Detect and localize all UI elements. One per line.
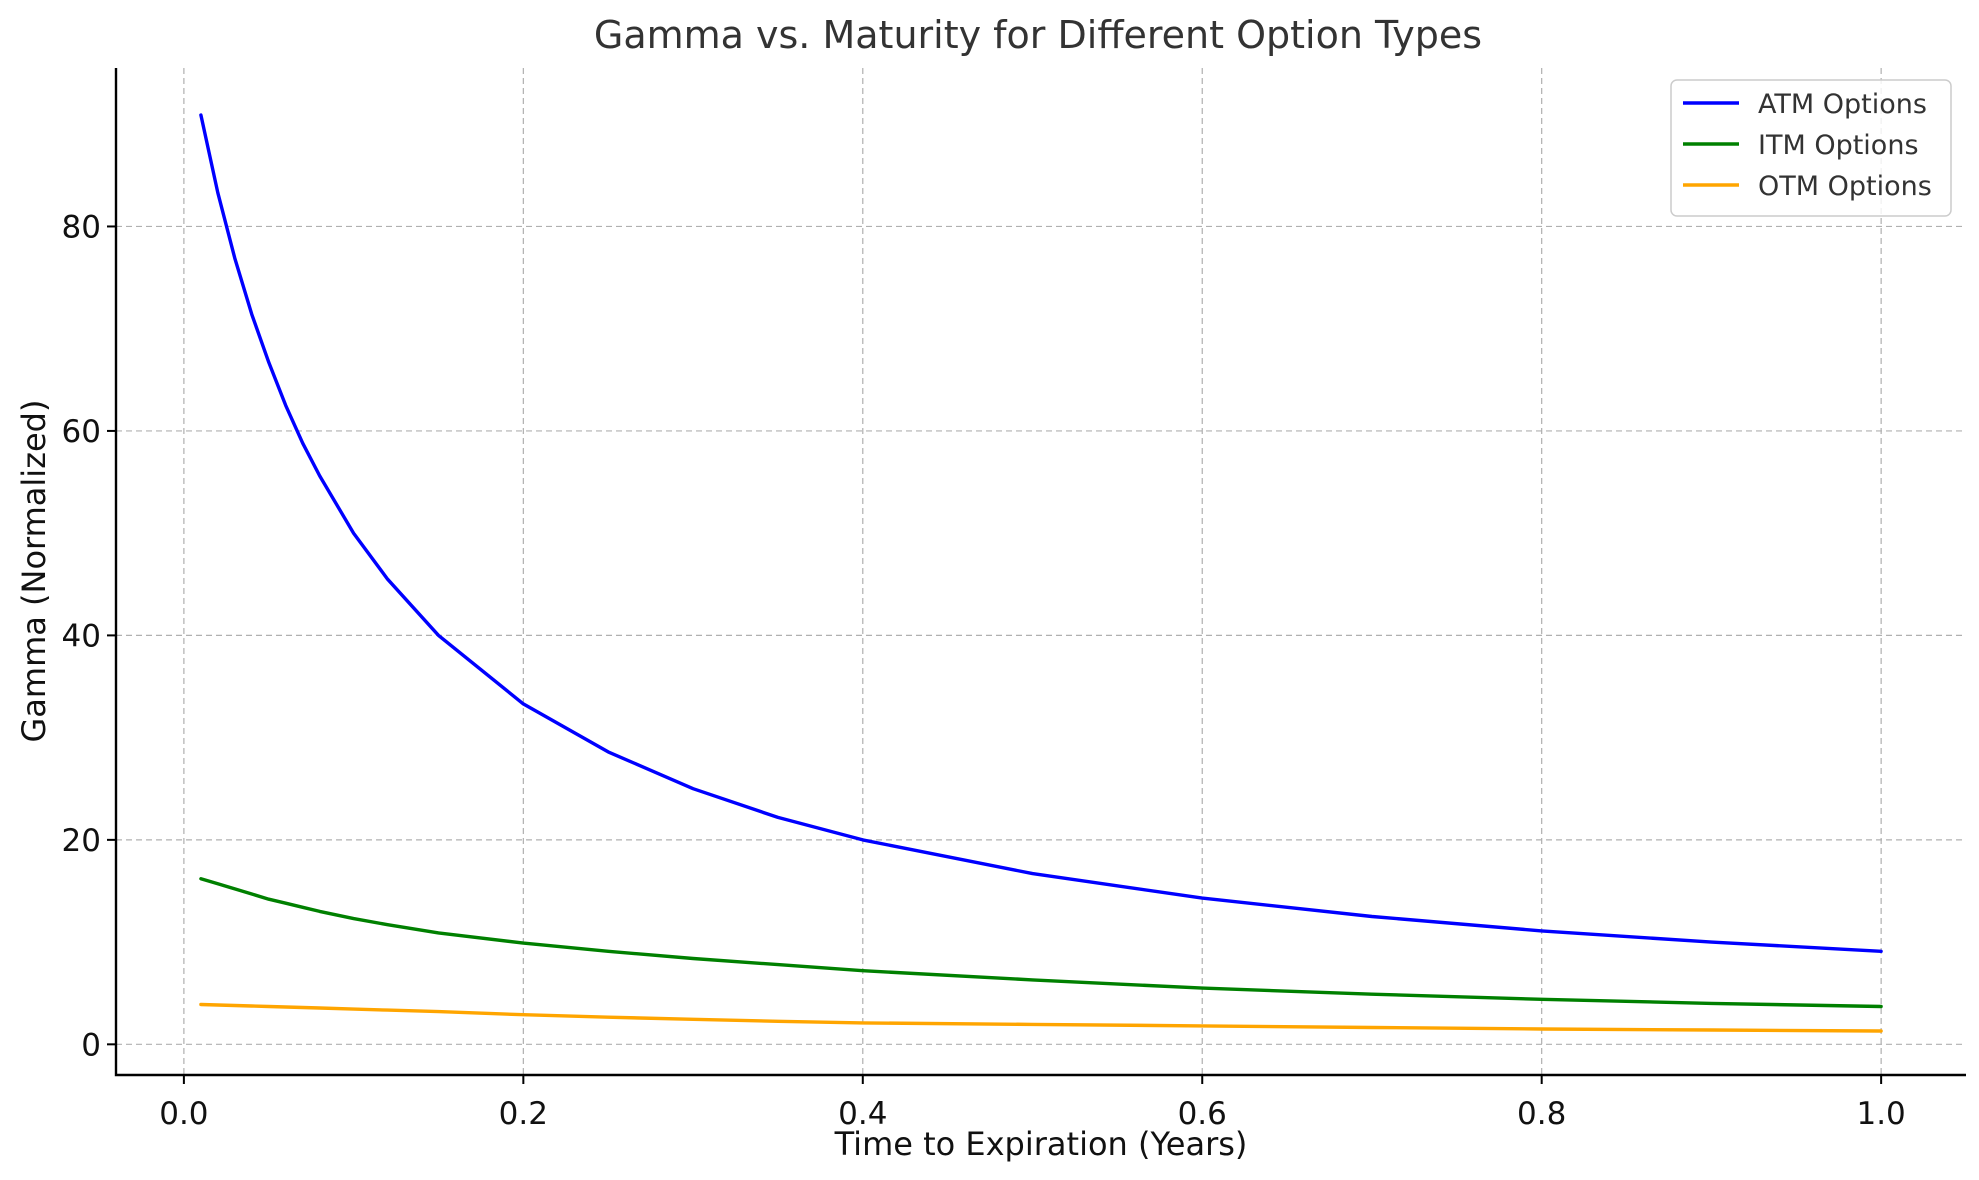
x-tick-label: 0.0	[159, 1096, 208, 1132]
x-tick-label: 1.0	[1856, 1096, 1905, 1132]
y-tick-label: 40	[62, 618, 101, 654]
legend-box	[1670, 79, 1952, 217]
series-line-otm	[199, 1002, 1883, 1033]
y-tick-label: 80	[62, 209, 101, 245]
x-tick-label: 0.2	[499, 1096, 548, 1132]
y-tick-label: 20	[62, 823, 101, 859]
axis-spines	[114, 68, 1966, 1077]
legend-label-itm: ITM Options	[1758, 130, 1919, 161]
y-tick-label: 0	[81, 1027, 101, 1063]
x-tick-label: 0.6	[1178, 1096, 1227, 1132]
x-tick-label: 0.4	[838, 1096, 887, 1132]
x-tick-label: 0.8	[1517, 1096, 1566, 1132]
legend-label-otm: OTM Options	[1758, 171, 1932, 202]
series-layer	[199, 113, 1883, 1033]
y-tick-label: 60	[62, 414, 101, 450]
grid-layer	[116, 68, 1966, 1075]
series-line-atm	[199, 113, 1883, 953]
legend: ATM Options ITM Options OTM Options	[1670, 79, 1952, 217]
tick-layer: 0.0 0.2 0.4 0.6 0.8 1.0 0 20 40 60 80	[62, 209, 1906, 1132]
series-line-itm	[199, 877, 1883, 1009]
x-axis-label: Time to Expiration (Years)	[834, 1125, 1248, 1163]
y-axis-label: Gamma (Normalized)	[15, 400, 53, 743]
legend-label-atm: ATM Options	[1758, 89, 1927, 120]
chart-title: Gamma vs. Maturity for Different Option …	[594, 13, 1482, 57]
